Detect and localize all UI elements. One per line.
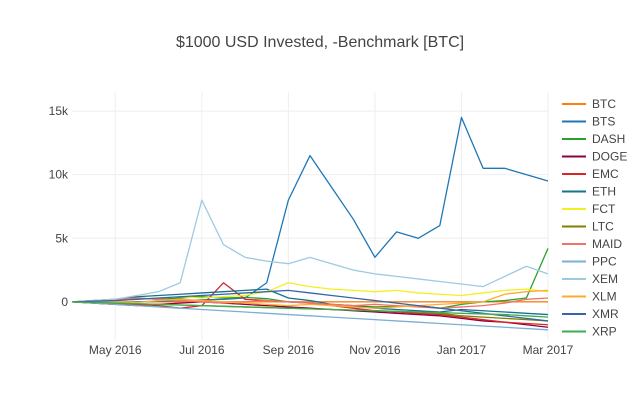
- x-tick-label: May 2016: [89, 343, 142, 357]
- legend-item-maid[interactable]: MAID: [562, 237, 622, 251]
- legend-item-ltc[interactable]: LTC: [562, 220, 614, 234]
- legend-label: XRP: [592, 325, 617, 339]
- legend-label: DASH: [592, 132, 625, 146]
- legend-item-xem[interactable]: XEM: [562, 272, 618, 286]
- series-line-xlm[interactable]: [71, 289, 549, 309]
- series-line-eth[interactable]: [71, 288, 549, 316]
- legend-item-xmr[interactable]: XMR: [562, 307, 619, 321]
- legend-item-ppc[interactable]: PPC: [562, 255, 617, 269]
- x-tick-label: Jul 2016: [179, 343, 225, 357]
- series-line-xmr[interactable]: [71, 289, 549, 322]
- legend-label: LTC: [592, 220, 614, 234]
- legend-label: ETH: [592, 185, 616, 199]
- x-tick-label: Jan 2017: [437, 343, 487, 357]
- legend-label: MAID: [592, 237, 622, 251]
- legend-label: DOGE: [592, 150, 627, 164]
- legend-item-emc[interactable]: EMC: [562, 167, 619, 181]
- x-tick-label: Nov 2016: [349, 343, 401, 357]
- chart-title: $1000 USD Invested, -Benchmark [BTC]: [176, 34, 464, 51]
- legend-label: EMC: [592, 167, 619, 181]
- legend-label: PPC: [592, 255, 617, 269]
- series-line-bts[interactable]: [71, 116, 549, 304]
- series-line-xrp[interactable]: [71, 301, 549, 318]
- legend-label: XMR: [592, 307, 619, 321]
- x-tick-label: Mar 2017: [523, 343, 574, 357]
- y-tick-label: 10k: [49, 168, 69, 182]
- series-layer: [71, 116, 549, 331]
- series-line-xem[interactable]: [71, 199, 549, 303]
- legend-label: FCT: [592, 202, 616, 216]
- legend-label: BTC: [592, 97, 616, 111]
- legend[interactable]: BTC BTS DASH DOGE EMC ETH FCT LTC MAID PPC XEM XLM X…: [562, 97, 627, 339]
- legend-item-dash[interactable]: DASH: [562, 132, 625, 146]
- y-tick-label: 5k: [55, 231, 69, 245]
- y-tick-label: 0: [61, 295, 68, 309]
- legend-item-eth[interactable]: ETH: [562, 185, 616, 199]
- legend-item-doge[interactable]: DOGE: [562, 150, 627, 164]
- legend-label: BTS: [592, 115, 615, 129]
- series-line-ppc[interactable]: [71, 301, 549, 331]
- y-tick-label: 15k: [49, 104, 69, 118]
- legend-label: XEM: [592, 272, 618, 286]
- legend-item-btc[interactable]: BTC: [562, 97, 616, 111]
- legend-label: XLM: [592, 290, 617, 304]
- x-tick-label: Sep 2016: [263, 343, 315, 357]
- axis-layer: May 2016 Jul 2016 Sep 2016 Nov 2016 Jan 2017…: [49, 104, 574, 357]
- legend-item-xrp[interactable]: XRP: [562, 325, 617, 339]
- legend-item-bts[interactable]: BTS: [562, 115, 615, 129]
- legend-item-fct[interactable]: FCT: [562, 202, 616, 216]
- legend-item-xlm[interactable]: XLM: [562, 290, 617, 304]
